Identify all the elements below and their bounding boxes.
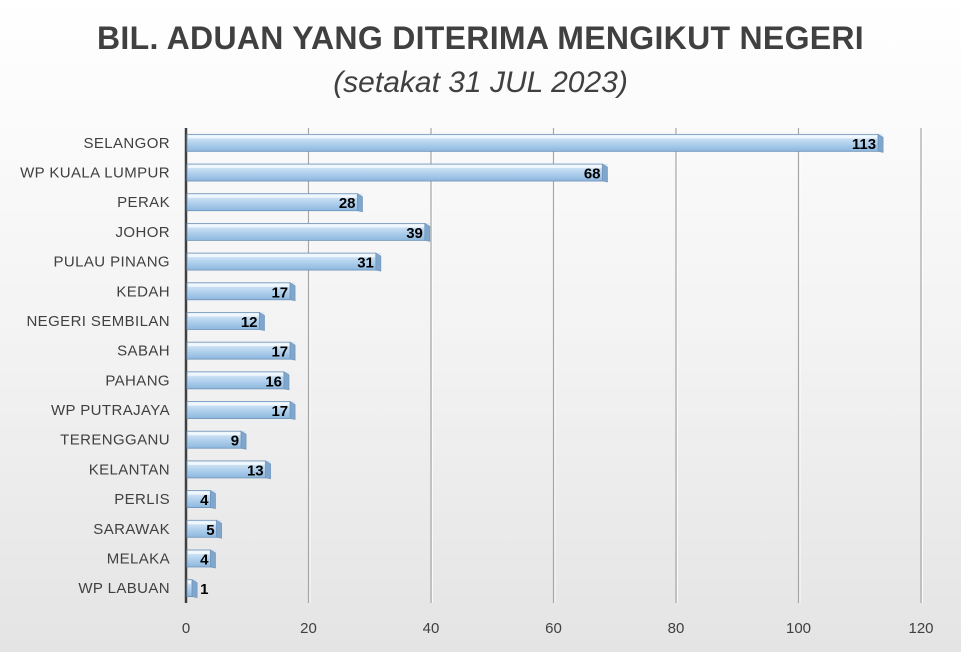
chart-title: BIL. ADUAN YANG DITERIMA MENGIKUT NEGERI [97, 20, 864, 56]
bar-highlight [188, 372, 283, 376]
bar-end-cap [283, 371, 290, 391]
bar-sarawak [186, 519, 222, 539]
data-label: 5 [206, 522, 214, 539]
bar-highlight [188, 550, 210, 554]
bar-highlight [188, 165, 602, 169]
bar-highlight [188, 254, 375, 258]
data-label: 17 [271, 344, 288, 361]
category-label: PERLIS [114, 491, 170, 508]
x-tick-label: 120 [908, 620, 933, 637]
bar-end-cap [424, 222, 431, 242]
bar-highlight [188, 402, 290, 406]
bar-wp-labuan [186, 579, 198, 599]
data-label: 16 [265, 373, 282, 390]
bar-end-cap [602, 163, 608, 183]
category-label: KEDAH [116, 283, 170, 300]
data-label: 17 [271, 403, 288, 420]
category-label: SELANGOR [83, 135, 170, 152]
bar-end-cap [191, 579, 198, 599]
bar-negeri-sembilan [186, 311, 265, 331]
x-tick-label: 100 [786, 620, 811, 637]
bar-wp-kuala-lumpur [186, 163, 608, 183]
category-label: NEGERI SEMBILAN [26, 313, 170, 330]
bar-johor [186, 222, 431, 242]
bar-kedah [186, 282, 296, 302]
bar-end-cap [375, 252, 382, 272]
bar-perlis [186, 490, 216, 509]
bar-end-cap [210, 490, 216, 509]
x-tick-label: 20 [300, 620, 317, 637]
bar-highlight [188, 194, 357, 198]
category-label: SABAH [117, 343, 170, 360]
bar-highlight [188, 135, 878, 139]
bar-highlight [188, 491, 210, 495]
bar-end-cap [216, 519, 222, 539]
category-label: WP PUTRAJAYA [51, 402, 170, 419]
bar-highlight [188, 283, 290, 287]
category-label: KELANTAN [89, 461, 170, 478]
data-label: 13 [247, 462, 264, 479]
data-label: 28 [339, 195, 356, 212]
data-label: 17 [271, 284, 288, 301]
data-label: 68 [584, 166, 601, 183]
bar-selangor [186, 133, 884, 153]
bar-melaka [186, 549, 216, 569]
bar-wp-putrajaya [186, 401, 296, 420]
bar-end-cap [289, 282, 296, 302]
bar-highlight [188, 461, 265, 465]
bar-highlight [188, 343, 290, 347]
category-label: PERAK [117, 194, 170, 211]
data-label: 12 [241, 314, 258, 331]
bar-terengganu [186, 430, 247, 450]
bar-end-cap [877, 133, 884, 153]
category-label: WP KUALA LUMPUR [20, 165, 170, 182]
bar-highlight [188, 521, 216, 525]
bar-perak [186, 193, 363, 213]
bar-pulau-pinang [186, 252, 382, 272]
chart-subtitle: (setakat 31 JUL 2023) [333, 66, 628, 99]
x-tick-label: 60 [545, 620, 562, 637]
data-label: 4 [200, 492, 209, 509]
category-label: PAHANG [105, 372, 170, 389]
category-label: TERENGGANU [60, 432, 170, 449]
bars: 113 68 28 39 31 17 12 17 16 17 9 13 4 5 4 1 [186, 133, 884, 599]
data-label: 31 [357, 255, 374, 272]
bar-end-cap [289, 341, 296, 361]
data-label: 39 [406, 225, 423, 242]
category-label: WP LABUAN [78, 580, 170, 597]
bar-highlight [188, 313, 259, 317]
x-tick-label: 40 [423, 620, 440, 637]
data-label: 4 [200, 551, 209, 568]
data-label: 113 [852, 136, 876, 153]
data-label: 1 [200, 581, 208, 598]
bar-end-cap [357, 193, 363, 213]
bar-sabah [186, 341, 296, 361]
bar-highlight [188, 432, 241, 436]
category-label: PULAU PINANG [54, 254, 171, 271]
bar-kelantan [186, 460, 271, 480]
category-label: SARAWAK [93, 521, 170, 538]
bar-end-cap [259, 311, 265, 331]
gridlines [307, 128, 923, 603]
bar-pahang [186, 371, 290, 391]
data-label: 9 [231, 433, 239, 450]
bar-end-cap [240, 430, 247, 450]
bar-end-cap [289, 401, 296, 420]
category-label: JOHOR [116, 224, 171, 241]
x-tick-label: 80 [668, 620, 685, 637]
bar-end-cap [265, 460, 271, 480]
bar-end-cap [210, 549, 216, 569]
x-tick-label: 0 [182, 620, 190, 637]
category-label: MELAKA [107, 550, 170, 567]
bar-highlight [188, 224, 424, 228]
bar-highlight [188, 580, 192, 584]
